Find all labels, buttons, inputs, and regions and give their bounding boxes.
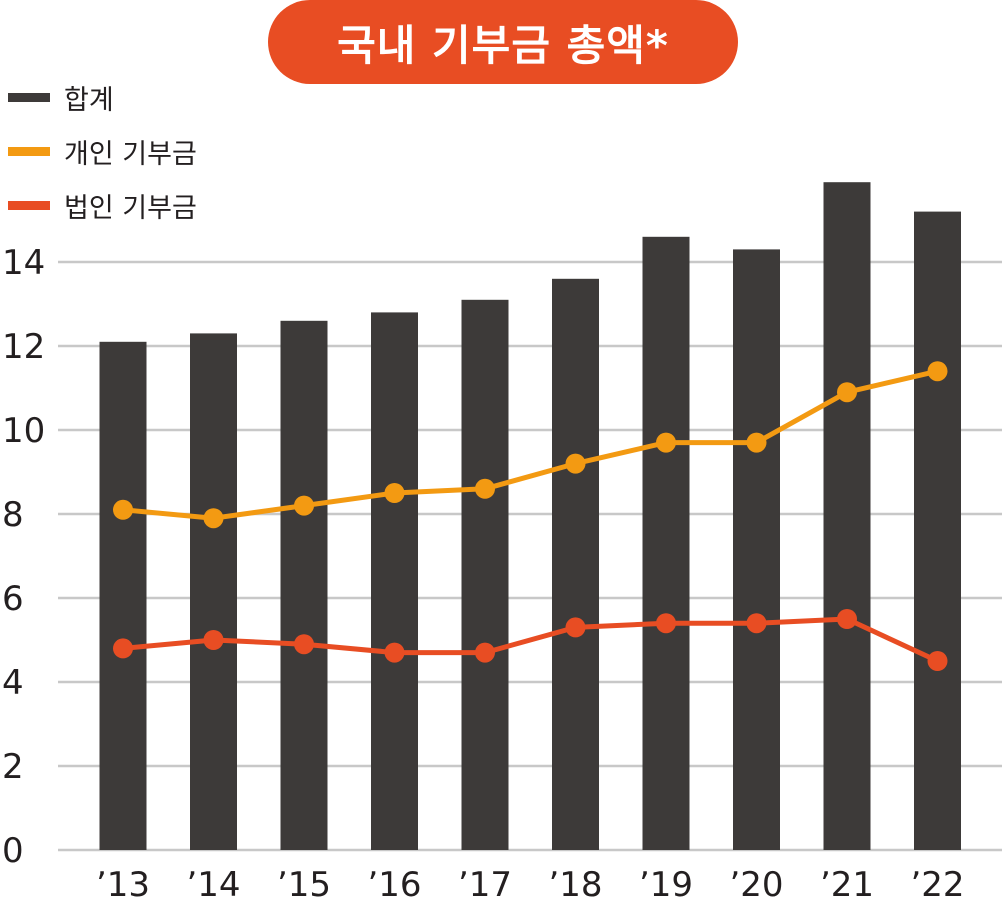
x-tick-label: ’14 bbox=[186, 865, 240, 898]
x-tick-label: ’19 bbox=[639, 865, 693, 898]
legend-swatch-individual bbox=[8, 146, 50, 156]
legend-label-individual: 개인 기부금 bbox=[64, 138, 197, 170]
x-tick-label: ’15 bbox=[277, 865, 331, 898]
point-individual bbox=[565, 453, 586, 474]
x-tick-label: ’21 bbox=[820, 865, 874, 898]
x-tick-label: ’18 bbox=[548, 865, 602, 898]
legend-item-corporate: 법인 기부금 bbox=[8, 178, 197, 232]
y-tick-label: 10 bbox=[2, 411, 45, 451]
y-tick-label: 12 bbox=[2, 327, 45, 367]
chart-title: 국내 기부금 총액* bbox=[337, 20, 669, 70]
x-tick-label: ’20 bbox=[729, 865, 783, 898]
series-line-individual bbox=[122, 368, 939, 521]
bars-total bbox=[99, 182, 961, 851]
point-individual bbox=[927, 361, 948, 382]
legend-swatch-corporate bbox=[8, 200, 50, 210]
y-tick-label: 2 bbox=[2, 747, 24, 787]
point-individual bbox=[384, 483, 405, 503]
chart-title-badge: 국내 기부금 총액* bbox=[268, 0, 738, 84]
y-tick-label: 14 bbox=[2, 243, 45, 283]
point-corporate bbox=[837, 609, 857, 629]
x-tick-label: ’17 bbox=[458, 865, 512, 898]
bar-total bbox=[371, 312, 418, 850]
legend-item-total: 합계 bbox=[8, 70, 197, 124]
x-axis-labels: ’13 ’14 ’15 ’16 ’17 ’18 ’19 ’20 ’21 ’22 bbox=[96, 865, 965, 898]
point-individual bbox=[746, 432, 767, 453]
legend-label-total: 합계 bbox=[64, 84, 114, 116]
bar-total bbox=[552, 278, 599, 850]
bar-total bbox=[733, 249, 780, 850]
point-corporate bbox=[475, 642, 495, 663]
bar-total bbox=[461, 299, 509, 850]
y-tick-label: 4 bbox=[2, 663, 24, 703]
point-corporate bbox=[746, 613, 767, 634]
x-tick-label: ’16 bbox=[367, 865, 421, 898]
y-axis-labels: 0 2 4 6 8 10 12 14 bbox=[2, 243, 45, 871]
series-line-corporate bbox=[122, 616, 939, 664]
point-corporate bbox=[113, 638, 133, 659]
point-corporate bbox=[656, 613, 676, 634]
y-tick-label: 6 bbox=[2, 579, 24, 619]
x-tick-label: ’22 bbox=[910, 865, 964, 898]
bar-total bbox=[914, 211, 961, 851]
x-tick-label: ’13 bbox=[96, 865, 150, 898]
bar-total bbox=[190, 333, 237, 850]
point-individual bbox=[656, 432, 676, 453]
point-individual bbox=[475, 478, 495, 499]
point-individual bbox=[294, 495, 314, 516]
point-corporate bbox=[384, 642, 405, 663]
point-corporate bbox=[203, 630, 224, 650]
bar-total bbox=[99, 341, 147, 850]
y-tick-label: 8 bbox=[2, 495, 24, 535]
point-corporate bbox=[565, 617, 586, 638]
bar-total bbox=[823, 182, 871, 850]
legend-label-corporate: 법인 기부금 bbox=[64, 192, 197, 224]
point-corporate bbox=[294, 634, 314, 655]
point-individual bbox=[837, 382, 857, 403]
y-tick-label: 0 bbox=[2, 831, 24, 871]
legend-item-individual: 개인 기부금 bbox=[8, 124, 197, 178]
legend: 합계 개인 기부금 법인 기부금 bbox=[8, 70, 197, 232]
bar-total bbox=[280, 320, 328, 850]
point-individual bbox=[203, 508, 224, 529]
legend-swatch-total bbox=[8, 92, 50, 102]
series-lines bbox=[113, 361, 948, 671]
point-corporate bbox=[927, 651, 948, 671]
bar-total bbox=[642, 236, 690, 851]
point-individual bbox=[113, 499, 133, 520]
